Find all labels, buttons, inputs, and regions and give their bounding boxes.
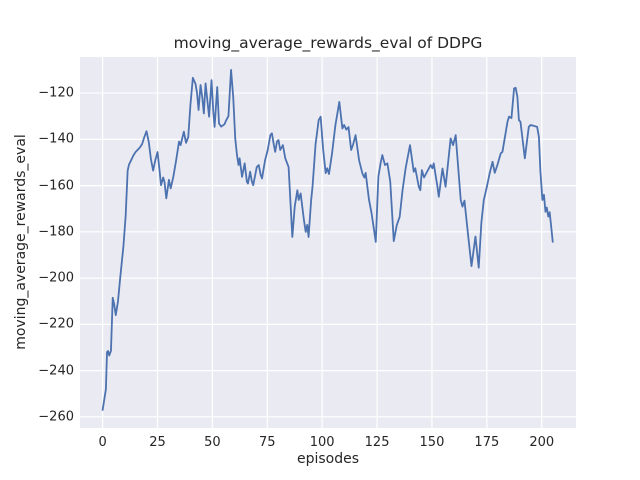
y-tick-label: −220 [38,316,74,332]
axes-background [80,57,576,428]
x-tick-label: 50 [204,435,221,450]
y-tick-label: −240 [38,363,74,379]
y-tick-label: −260 [38,409,74,425]
x-tick-label: 125 [364,435,390,450]
x-tick-label: 200 [529,435,555,450]
y-tick-label: −200 [38,270,74,286]
chart-title: moving_average_rewards_eval of DDPG [173,34,483,52]
y-tick-label: −160 [38,178,74,194]
x-tick-label: 25 [149,435,166,450]
x-tick-label: 0 [98,435,107,450]
x-tick-label: 150 [419,435,445,450]
y-tick-label: −140 [38,131,74,147]
x-axis-label: episodes [296,451,360,467]
x-tick-label: 75 [259,435,276,450]
x-tick-label: 100 [309,435,335,450]
data-line [101,69,554,411]
x-tick-label: 175 [474,435,500,450]
y-tick-label: −120 [38,85,74,101]
y-tick-label: −180 [38,224,74,240]
